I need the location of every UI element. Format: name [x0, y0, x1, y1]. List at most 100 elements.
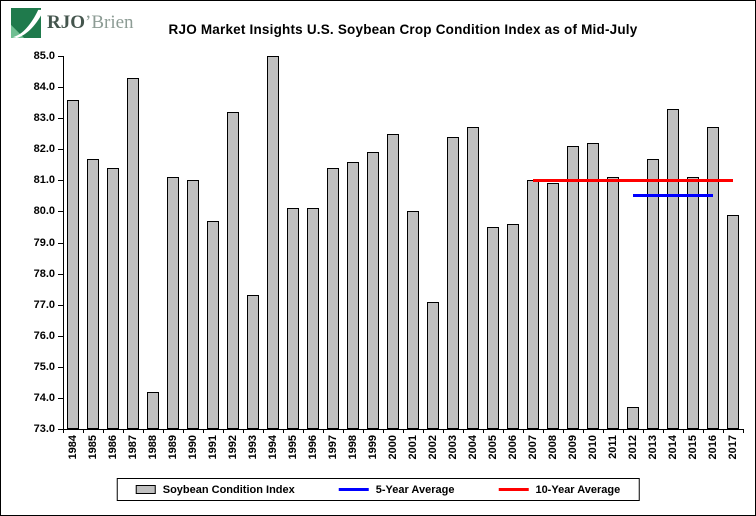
bar-2013: [647, 158, 659, 429]
x-axis-label-1987: 1987: [127, 435, 139, 460]
x-axis-label-2010: 2010: [587, 435, 599, 460]
y-axis-tick: [58, 397, 63, 399]
x-axis-tick: [323, 429, 324, 433]
bar-2009: [567, 146, 579, 429]
bar-2012: [627, 407, 639, 429]
y-axis-label: 82.0: [33, 143, 55, 156]
x-axis-label-2002: 2002: [427, 435, 439, 460]
bar-2016: [707, 127, 719, 429]
legend-item-5-year-average: 5-Year Average: [338, 483, 455, 496]
x-axis-tick: [243, 429, 244, 433]
y-axis-tick: [58, 335, 63, 337]
x-axis-label-2015: 2015: [687, 435, 699, 460]
x-axis-label-2016: 2016: [707, 435, 719, 460]
x-axis-tick: [643, 429, 644, 433]
x-axis-label-1992: 1992: [227, 435, 239, 460]
x-axis-tick: [683, 429, 684, 433]
x-axis-tick: [563, 429, 564, 433]
5-year-average-line: [633, 194, 713, 198]
x-axis-tick: [403, 429, 404, 433]
y-axis-tick: [58, 273, 63, 275]
x-axis-tick: [583, 429, 584, 433]
line-swatch-icon: [338, 488, 369, 491]
x-axis-label-2003: 2003: [447, 435, 459, 460]
y-axis-tick: [58, 87, 63, 89]
bar-2015: [687, 177, 699, 429]
x-axis-label-1989: 1989: [167, 435, 179, 460]
bar-1993: [247, 295, 259, 429]
bar-2010: [587, 143, 599, 429]
bar-2005: [487, 226, 499, 429]
y-axis-label: 75.0: [33, 360, 55, 373]
x-axis-label-1999: 1999: [367, 435, 379, 460]
y-axis-label: 76.0: [33, 329, 55, 342]
logo-text-rjo: RJO: [47, 12, 85, 33]
x-axis-tick: [463, 429, 464, 433]
10-year-average-line: [533, 178, 733, 182]
y-axis-tick: [58, 429, 63, 430]
bar-2008: [547, 183, 559, 429]
bar-1987: [127, 77, 139, 429]
x-axis-label-1984: 1984: [67, 435, 79, 460]
y-axis-label: 85.0: [33, 50, 55, 62]
legend: Soybean Condition Index 5-Year Average 10-…: [116, 478, 640, 501]
x-axis-tick: [363, 429, 364, 433]
bar-2017: [727, 214, 739, 429]
bar-2011: [607, 177, 619, 429]
x-axis-tick: [163, 429, 164, 433]
x-axis-label-1993: 1993: [247, 435, 259, 460]
x-axis-tick: [543, 429, 544, 433]
x-axis-tick: [663, 429, 664, 433]
x-axis-tick: [523, 429, 524, 433]
x-axis-tick: [203, 429, 204, 433]
x-axis-label-1990: 1990: [187, 435, 199, 460]
x-axis-label-1995: 1995: [287, 435, 299, 460]
y-axis-label: 74.0: [33, 391, 55, 404]
legend-label: 5-Year Average: [375, 483, 455, 496]
chart-title: RJO Market Insights U.S. Soybean Crop Co…: [168, 22, 638, 37]
x-axis-label-2004: 2004: [467, 435, 479, 460]
x-axis-label-1998: 1998: [347, 435, 359, 460]
y-axis-line: [63, 56, 64, 429]
legend-label: Soybean Condition Index: [162, 483, 295, 496]
bar-1994: [267, 56, 279, 429]
y-axis-label: 77.0: [33, 298, 55, 311]
x-axis-tick: [263, 429, 264, 433]
bar-swatch-icon: [135, 485, 156, 494]
x-axis-tick: [343, 429, 344, 433]
y-axis-label: 80.0: [33, 205, 55, 218]
y-axis-tick: [58, 211, 63, 213]
x-axis-tick: [183, 429, 184, 433]
rjo-logo-icon: [11, 8, 41, 38]
bar-1998: [347, 161, 359, 429]
bar-1997: [327, 167, 339, 429]
x-axis-label-1988: 1988: [147, 435, 159, 460]
x-axis-tick: [383, 429, 384, 433]
line-swatch-icon: [498, 488, 529, 491]
bar-1995: [287, 208, 299, 429]
x-axis-tick: [63, 429, 64, 433]
x-axis-label-1996: 1996: [307, 435, 319, 460]
x-axis-tick: [143, 429, 144, 433]
bar-1991: [207, 220, 219, 429]
y-axis-tick: [58, 242, 63, 244]
x-axis-label-1985: 1985: [87, 435, 99, 460]
x-axis-label-1986: 1986: [107, 435, 119, 460]
y-axis-label: 83.0: [33, 112, 55, 125]
x-axis-tick: [443, 429, 444, 433]
x-axis-label-1994: 1994: [267, 435, 279, 460]
x-axis-label-2011: 2011: [607, 435, 619, 459]
logo-text-brien: ’Brien: [85, 12, 134, 33]
x-axis-tick: [123, 429, 124, 433]
x-axis-tick: [423, 429, 424, 433]
legend-item-10-year-average: 10-Year Average: [498, 484, 620, 496]
bar-1986: [107, 167, 119, 429]
logo-text: RJO’Brien: [47, 8, 134, 38]
y-axis-tick: [58, 149, 63, 151]
bar-1992: [227, 111, 239, 429]
x-axis-tick: [743, 429, 744, 433]
bar-1990: [187, 180, 199, 429]
bar-2000: [387, 133, 399, 429]
